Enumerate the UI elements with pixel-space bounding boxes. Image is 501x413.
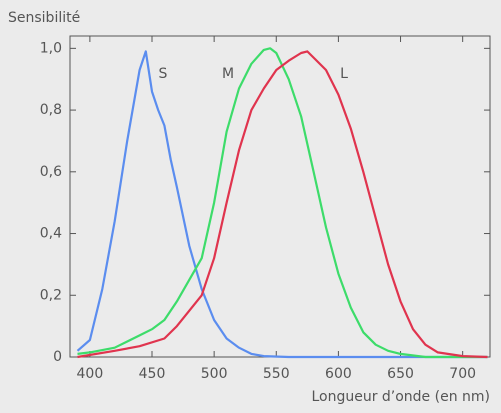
curve-label: L (340, 66, 348, 82)
y-tick-label: 0,6 (40, 164, 62, 180)
x-tick-label: 650 (387, 366, 414, 382)
x-tick-label: 550 (263, 366, 290, 382)
x-axis-label: Longueur d’onde (en nm) (311, 389, 490, 405)
y-axis-label: Sensibilité (8, 10, 80, 26)
curve-label: M (222, 66, 234, 82)
x-tick-label: 400 (77, 366, 104, 382)
y-tick-label: 1,0 (40, 40, 62, 56)
y-tick-label: 0,4 (40, 226, 62, 242)
curve (77, 50, 488, 359)
curve (76, 50, 488, 359)
y-tick-label: 0 (53, 349, 62, 365)
x-tick-label: 450 (139, 366, 166, 382)
y-tick-label: 0,8 (40, 102, 62, 118)
curve (77, 47, 488, 359)
x-tick-label: 500 (201, 366, 228, 382)
x-tick-label: 600 (325, 366, 352, 382)
y-tick-label: 0,2 (40, 287, 62, 303)
curve-label: S (159, 66, 168, 82)
x-tick-label: 700 (449, 366, 476, 382)
